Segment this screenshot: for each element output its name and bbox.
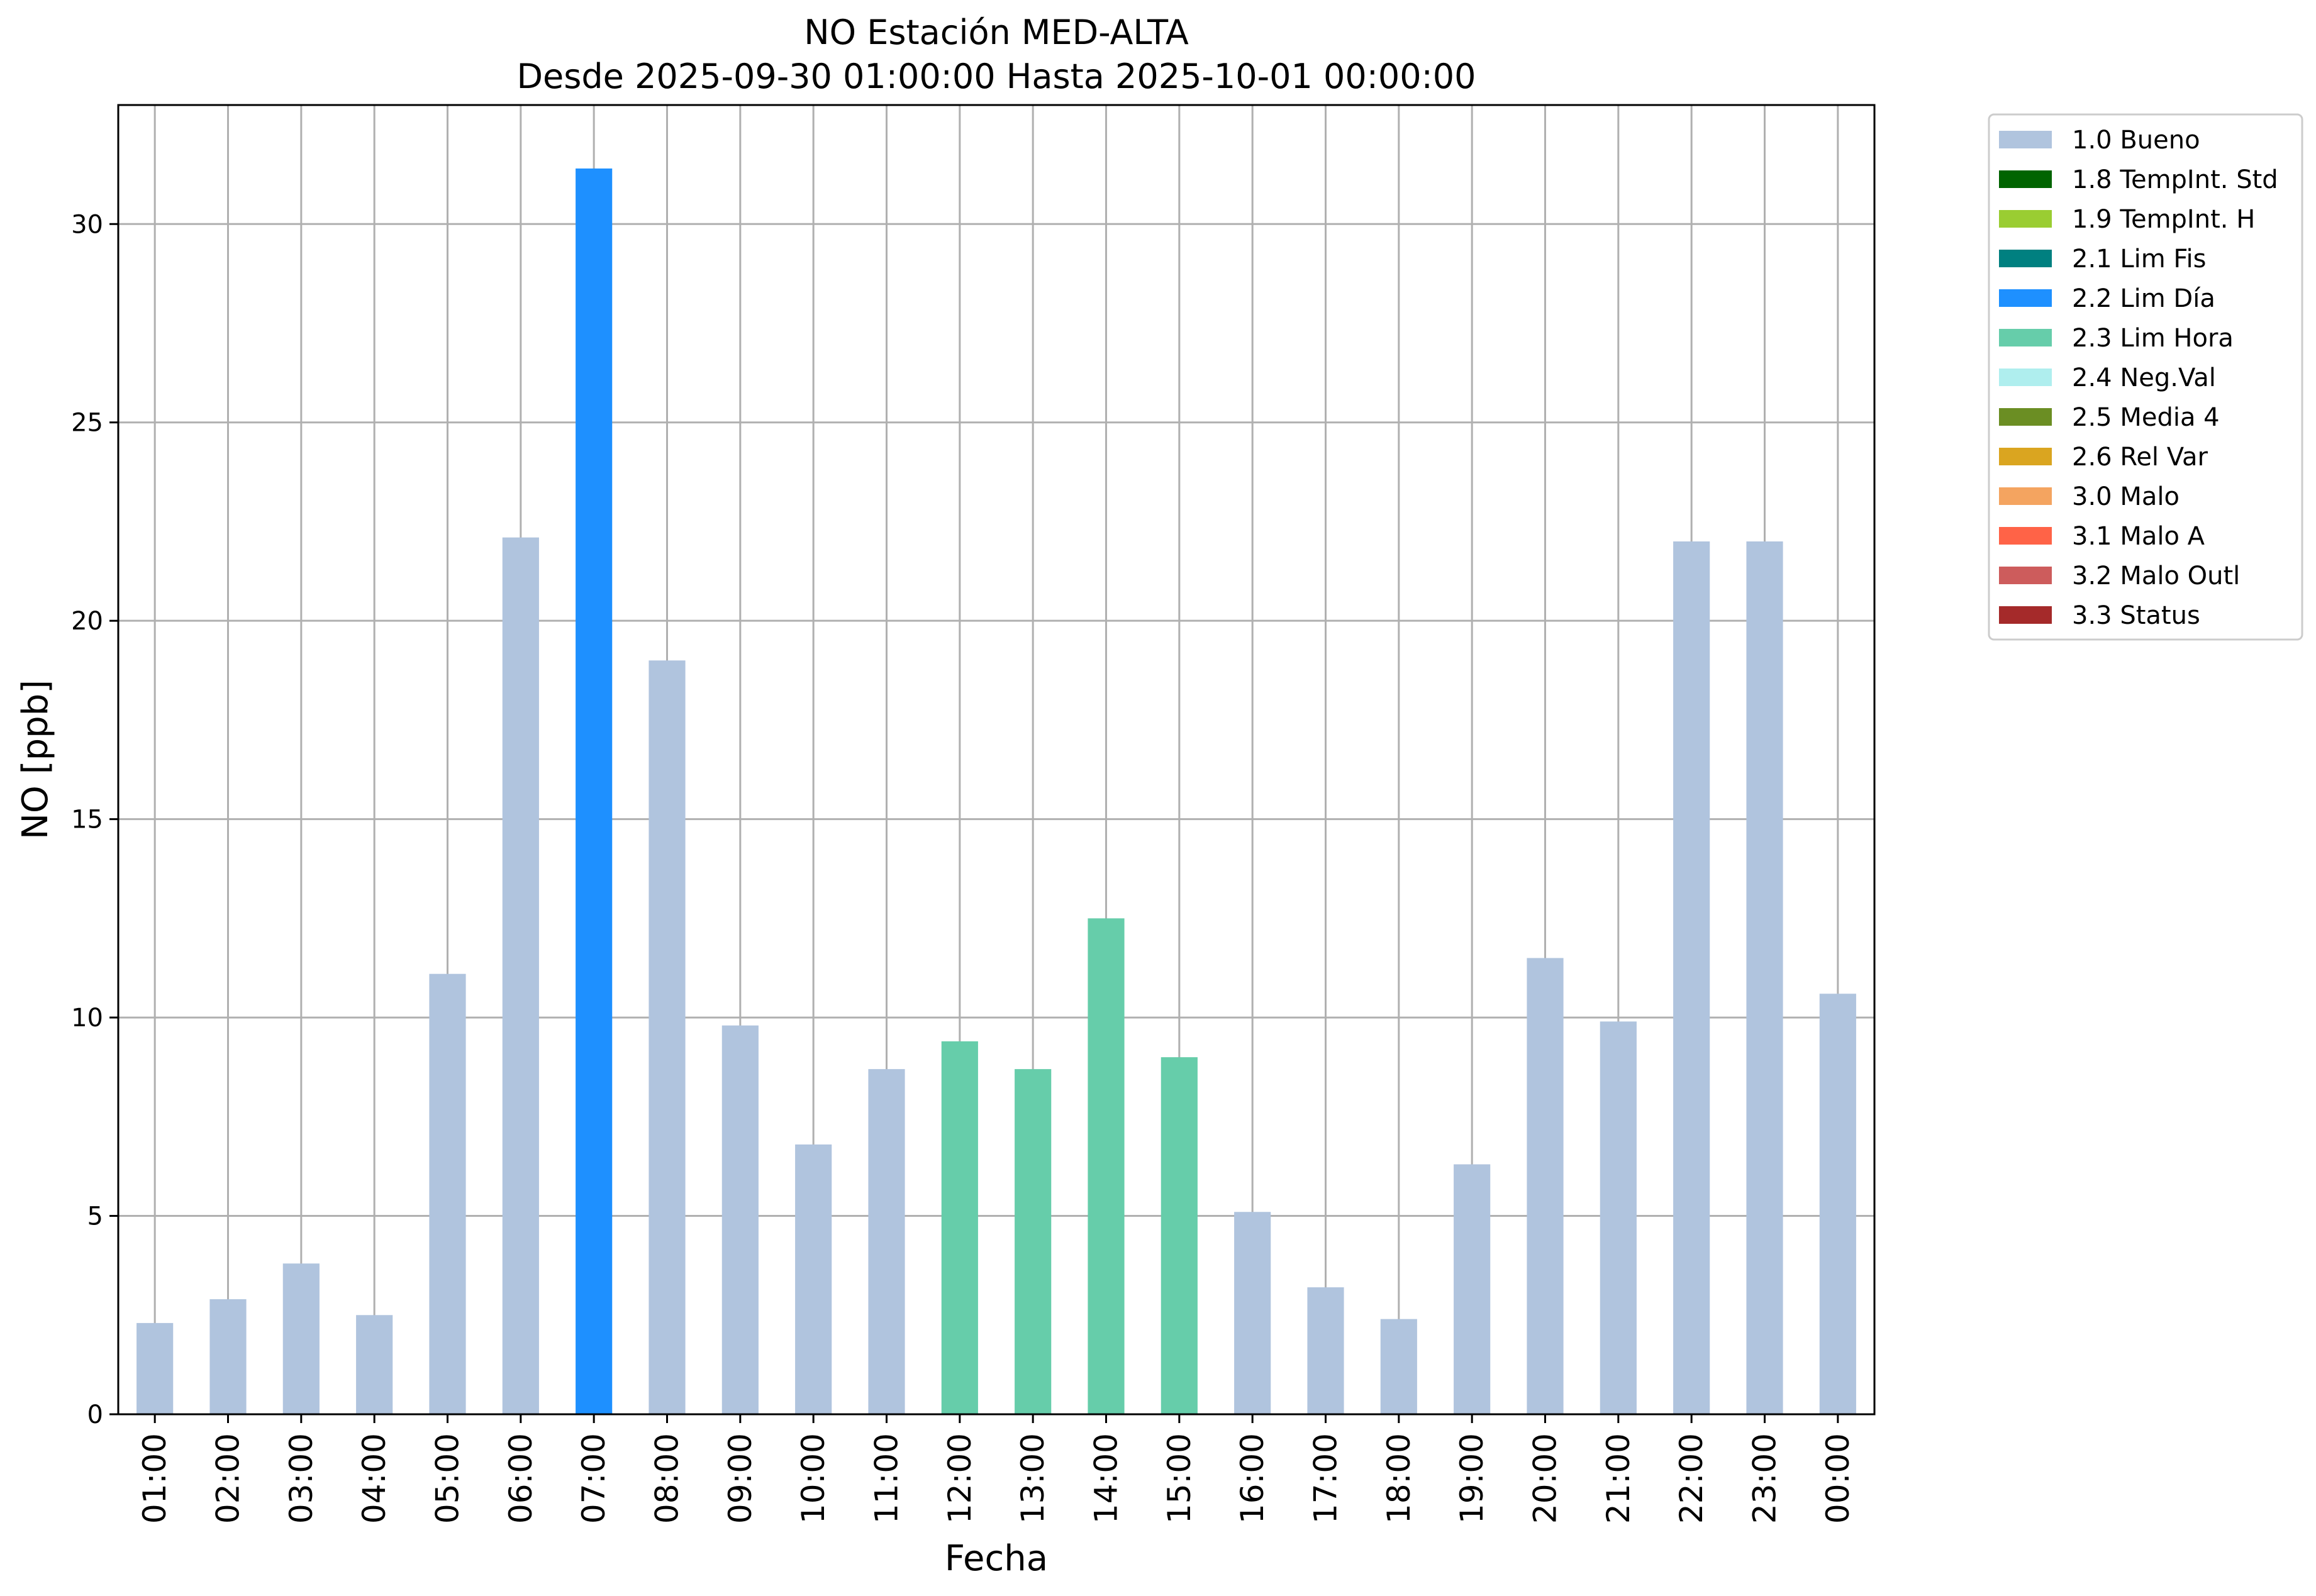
bar-0200: [209, 1299, 247, 1414]
legend-label: 1.8 TempInt. Std: [2072, 165, 2278, 194]
bar-1700: [1307, 1287, 1344, 1414]
bar-0800: [649, 660, 686, 1414]
bar-1400: [1088, 918, 1125, 1414]
legend-items: 1.0 Bueno 1.8 TempInt. Std 1.9 TempInt. H 2…: [1999, 126, 2278, 630]
legend-label: 3.1 Malo A: [2072, 522, 2205, 551]
y-tick-label: 10: [71, 1004, 103, 1033]
bar-1800: [1380, 1319, 1417, 1414]
y-tick-label: 0: [87, 1400, 103, 1429]
x-tick-label: 10:00: [795, 1433, 832, 1524]
x-tick-label: 14:00: [1088, 1433, 1125, 1524]
legend-swatch: [1999, 131, 2052, 148]
x-tick-label: 13:00: [1015, 1433, 1051, 1524]
x-tick-label: 18:00: [1381, 1433, 1417, 1524]
bar-2100: [1600, 1021, 1637, 1414]
bar-2200: [1673, 541, 1710, 1414]
legend-label: 2.3 Lim Hora: [2072, 324, 2234, 353]
legend: 1.0 Bueno 1.8 TempInt. Std 1.9 TempInt. H 2…: [1988, 113, 2303, 641]
legend-swatch: [1999, 448, 2052, 465]
bar-1300: [1015, 1069, 1052, 1414]
legend-swatch: [1999, 289, 2052, 307]
y-tick-label: 30: [71, 210, 103, 239]
legend-swatch: [1999, 369, 2052, 386]
legend-label: 3.3 Status: [2072, 601, 2200, 630]
bar-0000: [1819, 994, 1856, 1414]
y-tick-label: 20: [71, 607, 103, 636]
legend-swatch: [1999, 210, 2052, 228]
y-axis-label: NO [ppb]: [15, 680, 56, 840]
legend-label: 2.5 Media 4: [2072, 403, 2220, 432]
legend-frame: [1988, 113, 2303, 641]
bar-2000: [1527, 958, 1564, 1414]
x-tick-label: 07:00: [576, 1433, 612, 1524]
x-tick-label: 12:00: [942, 1433, 978, 1524]
bar-0400: [356, 1315, 393, 1414]
legend-label: 1.9 TempInt. H: [2072, 205, 2255, 234]
x-tick-label: 03:00: [283, 1433, 320, 1524]
x-tick-label: 15:00: [1161, 1433, 1198, 1524]
x-tick-label: 01:00: [136, 1433, 173, 1524]
x-tick-label: 21:00: [1600, 1433, 1637, 1524]
legend-swatch: [1999, 170, 2052, 188]
legend-label: 2.4 Neg.Val: [2072, 363, 2216, 392]
legend-swatch: [1999, 250, 2052, 267]
plot-frame: [117, 104, 1876, 1416]
bar-1600: [1234, 1212, 1271, 1414]
bar-0600: [502, 537, 539, 1414]
x-tick-label: 04:00: [356, 1433, 392, 1524]
legend-swatch: [1999, 487, 2052, 505]
x-tick-label: 16:00: [1234, 1433, 1271, 1524]
bar-0900: [721, 1025, 759, 1414]
legend-swatch: [1999, 527, 2052, 545]
bar-2300: [1746, 541, 1783, 1414]
x-tick-label: 22:00: [1673, 1433, 1710, 1524]
x-tick-label: 20:00: [1527, 1433, 1564, 1524]
bar-0100: [136, 1322, 174, 1414]
x-tick-label: 17:00: [1308, 1433, 1344, 1524]
y-tick-label: 5: [87, 1202, 103, 1231]
bar-0700: [576, 168, 613, 1415]
y-axis: 0 5 10 15 20 25 30: [71, 210, 118, 1429]
bar-1500: [1161, 1057, 1198, 1414]
x-axis: 01:00 02:00 03:00 04:00 05:00 06:00 07:00 08:00…: [136, 1414, 1856, 1524]
bar-1100: [868, 1069, 905, 1414]
x-tick-label: 05:00: [430, 1433, 466, 1524]
x-tick-label: 09:00: [722, 1433, 759, 1524]
legend-label: 1.0 Bueno: [2072, 126, 2200, 155]
legend-label: 2.1 Lim Fis: [2072, 245, 2206, 274]
x-tick-label: 02:00: [210, 1433, 247, 1524]
legend-label: 2.2 Lim Día: [2072, 284, 2215, 313]
chart-title: NO Estación MED-ALTA: [804, 13, 1189, 52]
chart-subtitle: Desde 2025-09-30 01:00:00 Hasta 2025-10-…: [516, 57, 1476, 96]
bar-1000: [795, 1144, 832, 1414]
bar-1200: [941, 1041, 978, 1414]
legend-label: 3.2 Malo Outl: [2072, 562, 2240, 590]
x-tick-label: 11:00: [869, 1433, 905, 1524]
x-tick-label: 00:00: [1820, 1433, 1856, 1524]
x-tick-label: 08:00: [649, 1433, 686, 1524]
legend-swatch: [1999, 408, 2052, 426]
bar-1900: [1454, 1164, 1491, 1414]
legend-label: 3.0 Malo: [2072, 482, 2180, 511]
bar-0500: [429, 973, 466, 1414]
y-tick-label: 25: [71, 409, 103, 438]
x-tick-label: 06:00: [503, 1433, 539, 1524]
y-tick-label: 15: [71, 806, 103, 834]
bar-layer: [136, 168, 1856, 1415]
legend-swatch: [1999, 329, 2052, 346]
legend-swatch: [1999, 567, 2052, 584]
x-tick-label: 23:00: [1747, 1433, 1783, 1524]
x-axis-label: Fecha: [945, 1538, 1048, 1579]
legend-swatch: [1999, 606, 2052, 624]
legend-label: 2.6 Rel Var: [2072, 443, 2208, 472]
x-tick-label: 19:00: [1454, 1433, 1490, 1524]
bar-0300: [282, 1263, 320, 1414]
